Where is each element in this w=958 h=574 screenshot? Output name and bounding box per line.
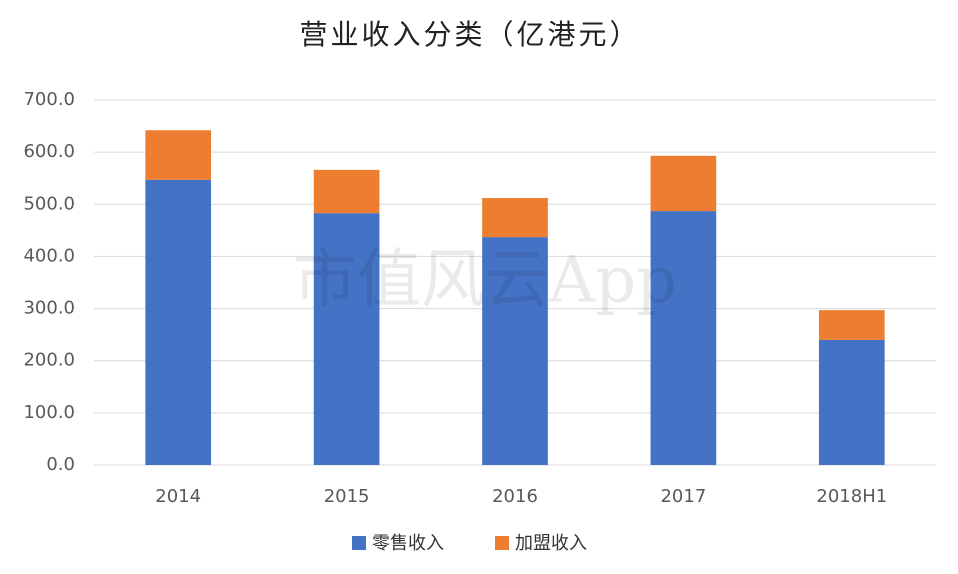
y-tick-label: 200.0 — [23, 350, 75, 371]
legend-text: 零售收入 — [372, 533, 444, 554]
bar-segment — [818, 339, 885, 465]
y-tick-label: 600.0 — [23, 141, 75, 162]
y-tick-label: 400.0 — [23, 245, 75, 266]
x-tick-label: 2015 — [324, 486, 370, 507]
x-tick-label: 2014 — [155, 486, 201, 507]
x-tick-label: 2016 — [492, 486, 538, 507]
bar-segment — [650, 155, 717, 212]
bar-segment — [313, 169, 380, 214]
bar-segment — [145, 130, 212, 180]
y-tick-label: 100.0 — [23, 402, 75, 423]
y-tick-label: 300.0 — [23, 298, 75, 319]
chart-title: 营业收入分类（亿港元） — [299, 18, 640, 51]
watermark: 市值风云App — [293, 244, 677, 318]
bar-segment — [818, 310, 885, 340]
legend-swatch — [352, 536, 366, 550]
y-tick-label: 500.0 — [23, 193, 75, 214]
bar-segment — [482, 237, 548, 465]
x-tick-label: 2018H1 — [816, 486, 887, 507]
bar-segment — [313, 213, 380, 465]
legend-swatch — [495, 536, 509, 550]
legend-text: 加盟收入 — [515, 533, 587, 554]
bar-segment — [650, 211, 717, 465]
bar-segment — [145, 179, 212, 465]
bar-segment — [482, 198, 548, 238]
y-tick-label: 0.0 — [46, 454, 75, 475]
x-tick-label: 2017 — [660, 486, 706, 507]
y-tick-label: 700.0 — [23, 89, 75, 110]
